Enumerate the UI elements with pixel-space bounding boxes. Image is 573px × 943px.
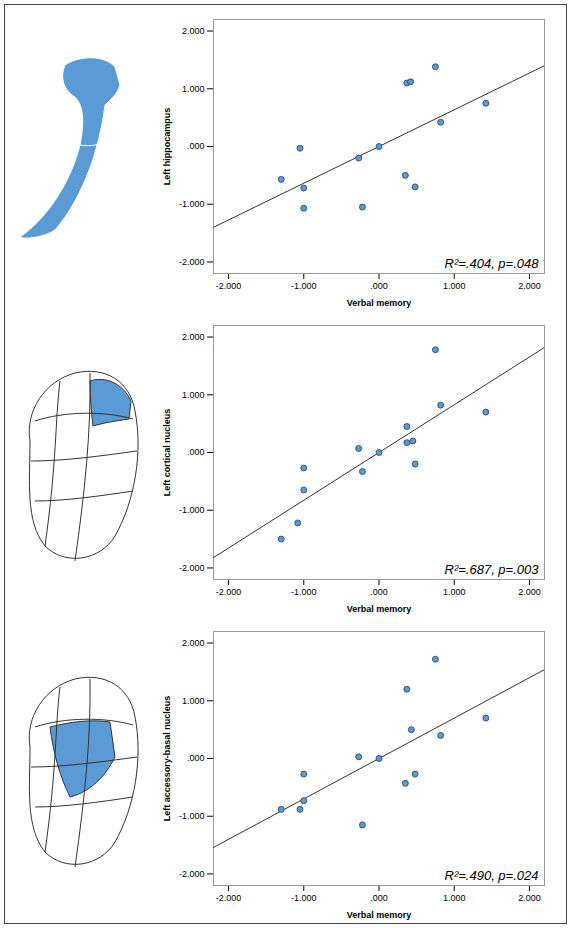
svg-text:R²=.687, p=.003: R²=.687, p=.003: [445, 562, 540, 577]
svg-text:-2.000: -2.000: [216, 893, 242, 903]
svg-text:Left hippocampus: Left hippocampus: [162, 108, 172, 186]
svg-text:.000: .000: [187, 141, 205, 151]
svg-text:.000: .000: [187, 447, 205, 457]
svg-text:-2.000: -2.000: [179, 257, 205, 267]
svg-text:1.000: 1.000: [182, 84, 205, 94]
svg-text:2.000: 2.000: [182, 26, 205, 36]
svg-text:-2.000: -2.000: [216, 587, 242, 597]
svg-text:1.000: 1.000: [182, 390, 205, 400]
svg-text:1.000: 1.000: [443, 587, 466, 597]
svg-text:2.000: 2.000: [182, 332, 205, 342]
svg-text:-1.000: -1.000: [179, 199, 205, 209]
svg-text:1.000: 1.000: [182, 696, 205, 706]
svg-text:Verbal memory: Verbal memory: [347, 604, 412, 614]
svg-text:Verbal memory: Verbal memory: [347, 298, 412, 308]
svg-text:.000: .000: [370, 893, 388, 903]
svg-text:-1.000: -1.000: [291, 893, 317, 903]
svg-text:R²=.490, p=.024: R²=.490, p=.024: [445, 868, 539, 883]
svg-text:Left cortical nucleus: Left cortical nucleus: [162, 409, 172, 497]
svg-text:-1.000: -1.000: [179, 505, 205, 515]
svg-text:Left accessory-basal nucleus: Left accessory-basal nucleus: [162, 696, 172, 822]
svg-text:-2.000: -2.000: [216, 281, 242, 291]
svg-text:.000: .000: [370, 587, 388, 597]
svg-text:1.000: 1.000: [443, 281, 466, 291]
svg-text:-1.000: -1.000: [179, 811, 205, 821]
svg-text:R²=.404, p=.048: R²=.404, p=.048: [445, 256, 540, 271]
svg-text:.000: .000: [370, 281, 388, 291]
svg-text:2.000: 2.000: [518, 281, 541, 291]
svg-text:2.000: 2.000: [518, 893, 541, 903]
svg-text:1.000: 1.000: [443, 893, 466, 903]
svg-text:-1.000: -1.000: [291, 281, 317, 291]
svg-text:2.000: 2.000: [182, 638, 205, 648]
svg-text:-2.000: -2.000: [179, 869, 205, 879]
svg-text:-2.000: -2.000: [179, 563, 205, 573]
svg-text:2.000: 2.000: [518, 587, 541, 597]
svg-text:-1.000: -1.000: [291, 587, 317, 597]
svg-text:Verbal memory: Verbal memory: [347, 910, 412, 920]
svg-text:.000: .000: [187, 753, 205, 763]
